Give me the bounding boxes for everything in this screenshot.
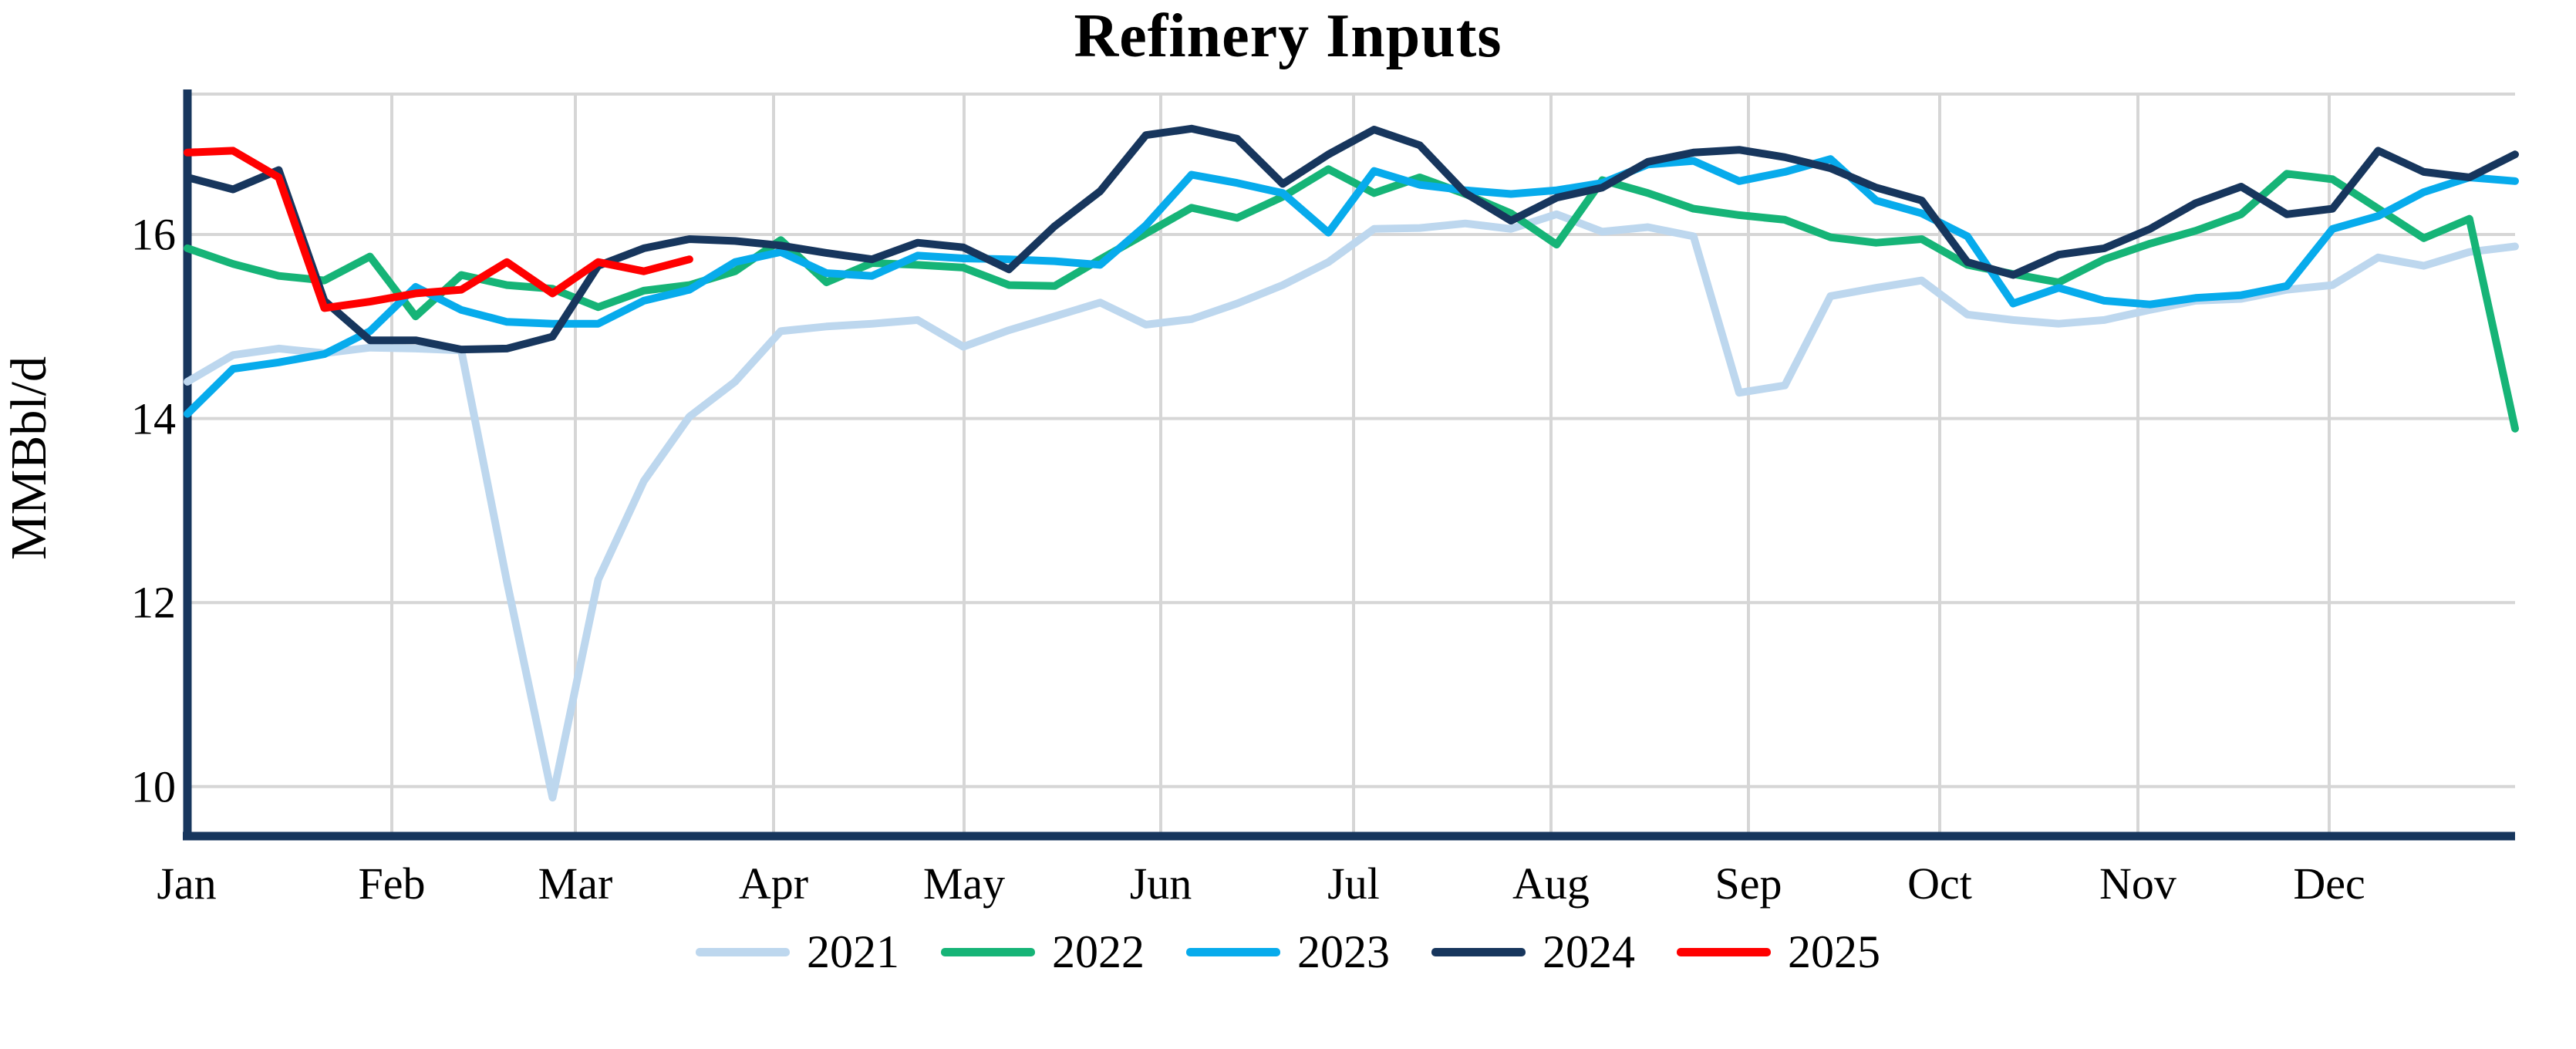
x-tick-label-Apr: Apr: [738, 858, 809, 909]
legend-label-2024: 2024: [1543, 926, 1635, 977]
x-tick-label-Jul: Jul: [1327, 858, 1380, 909]
x-tick-label-Mar: Mar: [538, 858, 613, 909]
legend-item-2024: 2024: [1431, 926, 1635, 979]
x-tick-label-Jan: Jan: [157, 858, 217, 909]
legend-item-2025: 2025: [1677, 926, 1880, 979]
line-2021: [184, 210, 2519, 802]
legend-label-2025: 2025: [1788, 926, 1880, 977]
legend-swatch-2022: [941, 948, 1035, 956]
x-tick-label-Aug: Aug: [1512, 858, 1590, 909]
line-2024: [184, 124, 2519, 354]
line-2023: [184, 155, 2519, 418]
legend-swatch-2023: [1186, 948, 1280, 956]
legend-item-2022: 2022: [941, 926, 1145, 979]
legend: 2021 2022 2023 2024 2025: [0, 926, 2576, 979]
x-tick-label-Oct: Oct: [1907, 858, 1972, 909]
y-tick-label-12: 12: [131, 577, 176, 628]
legend-label-2021: 2021: [807, 926, 899, 977]
line-2025: [184, 147, 693, 312]
legend-item-2023: 2023: [1186, 926, 1390, 979]
x-tick-label-Dec: Dec: [2293, 858, 2365, 909]
legend-label-2022: 2022: [1052, 926, 1145, 977]
x-tick-label-Sep: Sep: [1715, 858, 1782, 909]
legend-swatch-2024: [1431, 948, 1526, 956]
y-tick-label-14: 14: [131, 393, 176, 444]
legend-item-2021: 2021: [696, 926, 899, 979]
y-tick-label-16: 16: [131, 209, 176, 260]
chart-title: Refinery Inputs: [1074, 2, 1502, 70]
x-tick-label-Jun: Jun: [1129, 858, 1192, 909]
x-tick-label-Feb: Feb: [358, 858, 426, 909]
legend-swatch-2021: [696, 948, 790, 956]
x-tick-label-Nov: Nov: [2099, 858, 2176, 909]
legend-label-2023: 2023: [1297, 926, 1390, 977]
legend-swatch-2025: [1677, 948, 1771, 956]
y-tick-label-10: 10: [131, 761, 176, 812]
x-tick-label-May: May: [922, 858, 1006, 909]
